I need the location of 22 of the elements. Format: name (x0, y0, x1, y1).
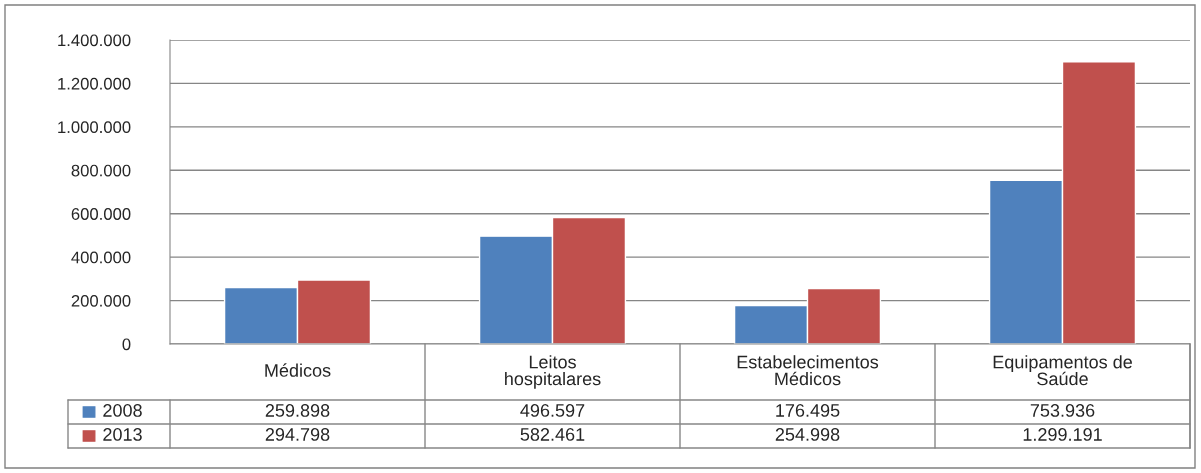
data-label: 254.998 (775, 428, 840, 441)
y-tick-label: 200.000 (71, 294, 131, 307)
y-tick-label: 400.000 (71, 251, 131, 264)
y-tick-label: 1.200.000 (58, 77, 131, 90)
legend-label: 2013 (103, 428, 142, 441)
data-label: 294.798 (265, 428, 330, 441)
x-tick-label: Médicos (265, 363, 331, 377)
y-tick-label: 600.000 (71, 208, 131, 220)
data-label: 582.461 (520, 428, 585, 441)
y-tick-label: 1.400.000 (58, 34, 131, 47)
x-tick-label: Equipamentos de Saúde (993, 355, 1132, 386)
y-tick-label: 800.000 (71, 164, 131, 177)
data-label: 496.597 (520, 404, 585, 417)
y-tick-label: 0 (122, 338, 131, 351)
data-label: 259.898 (265, 404, 330, 417)
legend-label: 2008 (103, 404, 142, 417)
x-tick-label: Estabelecimentos Médicos (737, 355, 879, 386)
data-label: 753.936 (1030, 404, 1095, 417)
y-tick-label: 1.000.000 (58, 121, 131, 134)
data-label: 1.299.191 (1023, 428, 1102, 441)
x-tick-label: Leitos hospitalares (505, 355, 601, 389)
data-label: 176.495 (776, 404, 840, 417)
